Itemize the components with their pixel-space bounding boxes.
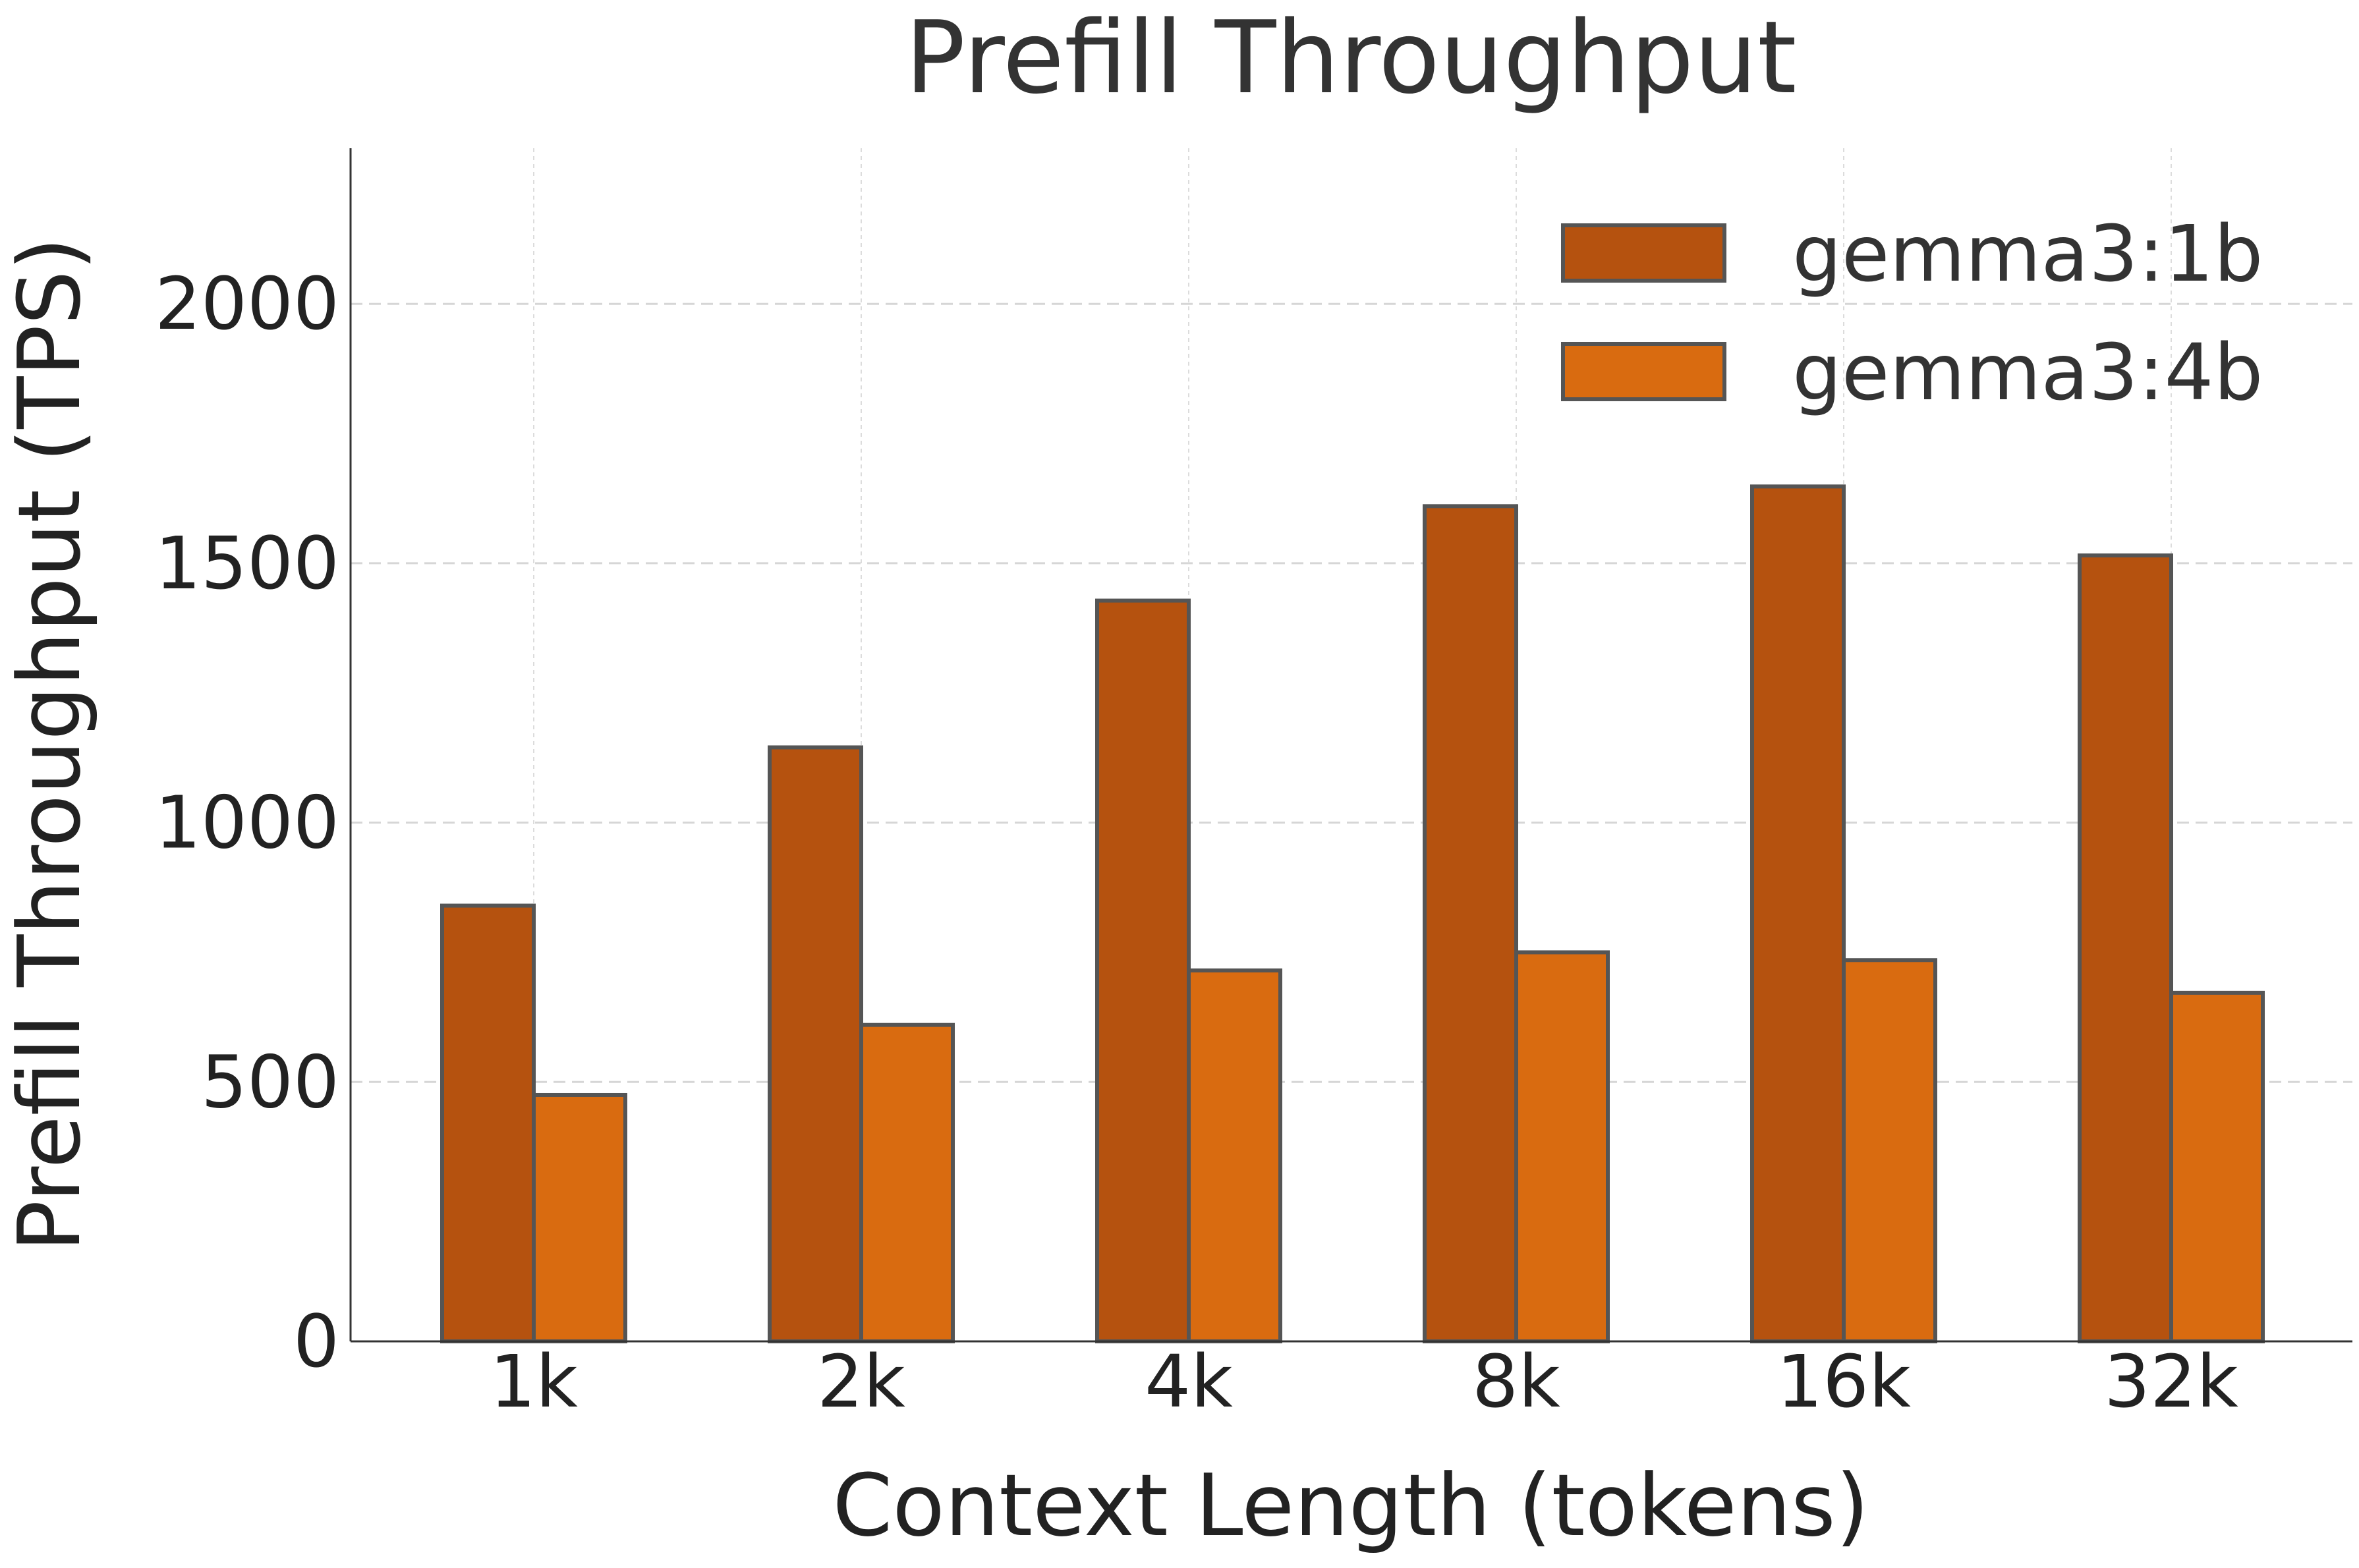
bar-gemma3-1b-32k [2078, 553, 2173, 1343]
x-tick-labels: 1k 2k 4k 8k 16k 32k [490, 1339, 2238, 1424]
bar-gemma3-4b-1k [532, 1092, 627, 1343]
x-tick-label: 2k [817, 1339, 905, 1424]
bar-gemma3-4b-32k [2169, 990, 2265, 1343]
bar-gemma3-1b-4k [1095, 598, 1191, 1343]
horizontal-gridlines [351, 302, 2352, 1083]
y-axis-label: Prefill Throughput (TPS) [0, 237, 99, 1252]
x-tick-label: 8k [1472, 1339, 1560, 1424]
legend-swatch-gemma3-4b [1561, 342, 1726, 401]
y-tick-label: 2000 [155, 262, 339, 346]
legend: gemma3:1b gemma3:4b [1561, 208, 2263, 418]
bar-gemma3-4b-2k [859, 1022, 955, 1343]
y-tick-label: 0 [293, 1299, 339, 1384]
bars-group [440, 484, 2265, 1344]
legend-swatch-gemma3-1b [1561, 223, 1726, 283]
bar-gemma3-4b-4k [1187, 968, 1282, 1344]
legend-label: gemma3:4b [1792, 327, 2263, 418]
bar-gemma3-1b-2k [768, 745, 863, 1344]
x-tick-label: 16k [1776, 1339, 1911, 1424]
bar-gemma3-4b-8k [1514, 950, 1610, 1343]
y-tick-label: 500 [201, 1040, 339, 1124]
x-tick-label: 32k [2104, 1339, 2238, 1424]
chart-title: Prefill Throughput [905, 0, 1796, 116]
x-tick-label: 4k [1145, 1339, 1233, 1424]
y-tick-labels: 0 500 1000 1500 2000 [155, 262, 339, 1384]
x-tick-label: 1k [490, 1339, 578, 1424]
bar-gemma3-4b-16k [1842, 958, 1937, 1343]
y-tick-label: 1000 [155, 781, 339, 865]
x-axis-label: Context Length (tokens) [832, 1455, 1869, 1555]
bar-gemma3-1b-1k [440, 903, 536, 1343]
y-tick-label: 1500 [155, 521, 339, 605]
bar-gemma3-1b-8k [1423, 504, 1518, 1343]
bar-gemma3-1b-16k [1750, 484, 1846, 1343]
legend-label: gemma3:1b [1792, 208, 2263, 299]
